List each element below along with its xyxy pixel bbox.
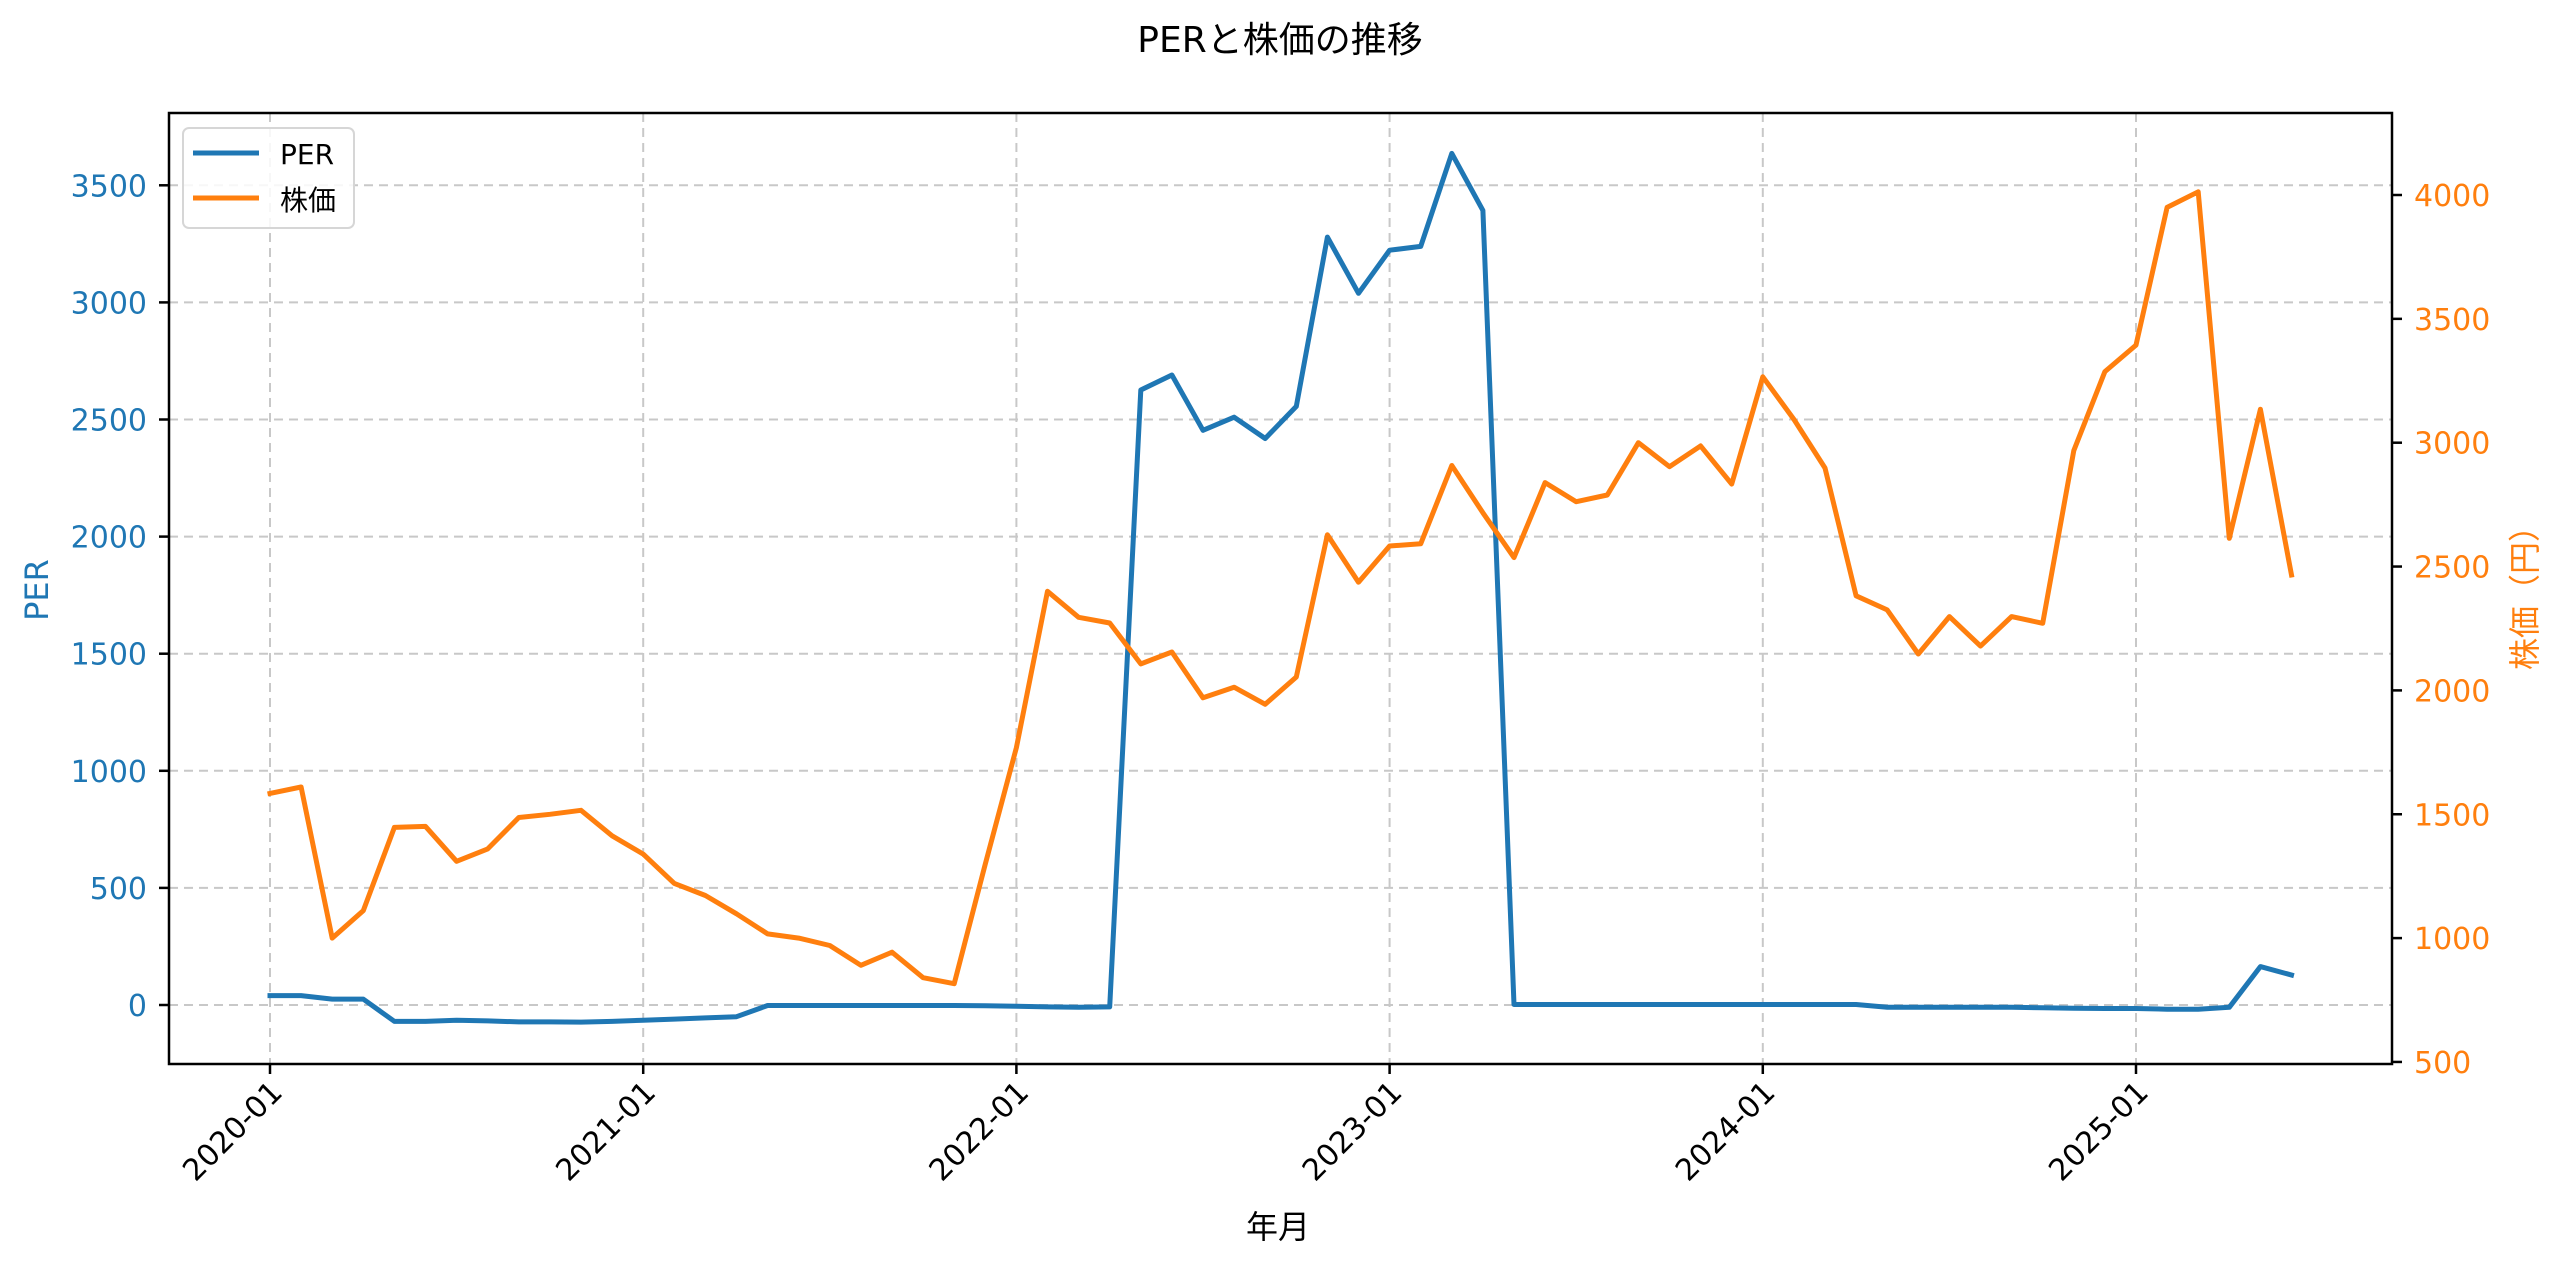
right-tick-label: 1500 [2414, 798, 2490, 833]
left-y-axis-label: PER [18, 559, 56, 621]
legend-label-stock-price: 株価 [280, 184, 336, 217]
right-tick-label: 2500 [2414, 551, 2490, 586]
series-line-stock-price [267, 189, 2295, 987]
right-y-axis: 500 1000 1500 2000 2500 3000 3500 4000 [2392, 179, 2490, 1081]
series-line-per [267, 150, 2295, 1025]
plot-series [267, 150, 2295, 1025]
left-tick-label: 2500 [71, 404, 147, 439]
right-y-axis-label: 株価（円） [2506, 510, 2544, 670]
right-tick-label: 500 [2414, 1046, 2471, 1081]
left-tick-label: 3500 [71, 169, 147, 204]
left-tick-label: 0 [128, 989, 147, 1024]
right-tick-label: 3500 [2414, 303, 2490, 338]
x-tick-label: 2021-01 [549, 1075, 662, 1188]
x-tick-label: 2025-01 [2042, 1075, 2155, 1188]
x-tick-label: 2024-01 [1669, 1075, 1782, 1188]
right-tick-label: 4000 [2414, 179, 2490, 214]
left-tick-label: 1000 [71, 755, 147, 790]
left-tick-label: 1500 [71, 638, 147, 673]
left-tick-label: 500 [90, 872, 147, 907]
x-tick-label: 2023-01 [1296, 1075, 1409, 1188]
legend-label-per: PER [280, 138, 334, 171]
x-tick-label: 2020-01 [176, 1075, 289, 1188]
left-y-axis: 0 500 1000 1500 2000 2500 3000 3500 [71, 169, 169, 1024]
plot-frame [167, 111, 2394, 1066]
left-tick-label: 3000 [71, 286, 147, 321]
chart-title: PERと株価の推移 [1137, 20, 1422, 61]
grid-lines [169, 113, 2392, 1064]
right-tick-label: 1000 [2414, 922, 2490, 957]
right-tick-label: 2000 [2414, 674, 2490, 709]
x-axis-label: 年月 [1246, 1208, 1310, 1246]
legend: PER 株価 [182, 127, 355, 229]
x-axis: 2020-01 2021-01 2022-01 2023-01 2024-01 2025-… [176, 1064, 2156, 1188]
left-tick-label: 2000 [71, 521, 147, 556]
right-tick-label: 3000 [2414, 427, 2490, 462]
x-tick-label: 2022-01 [923, 1075, 1036, 1188]
